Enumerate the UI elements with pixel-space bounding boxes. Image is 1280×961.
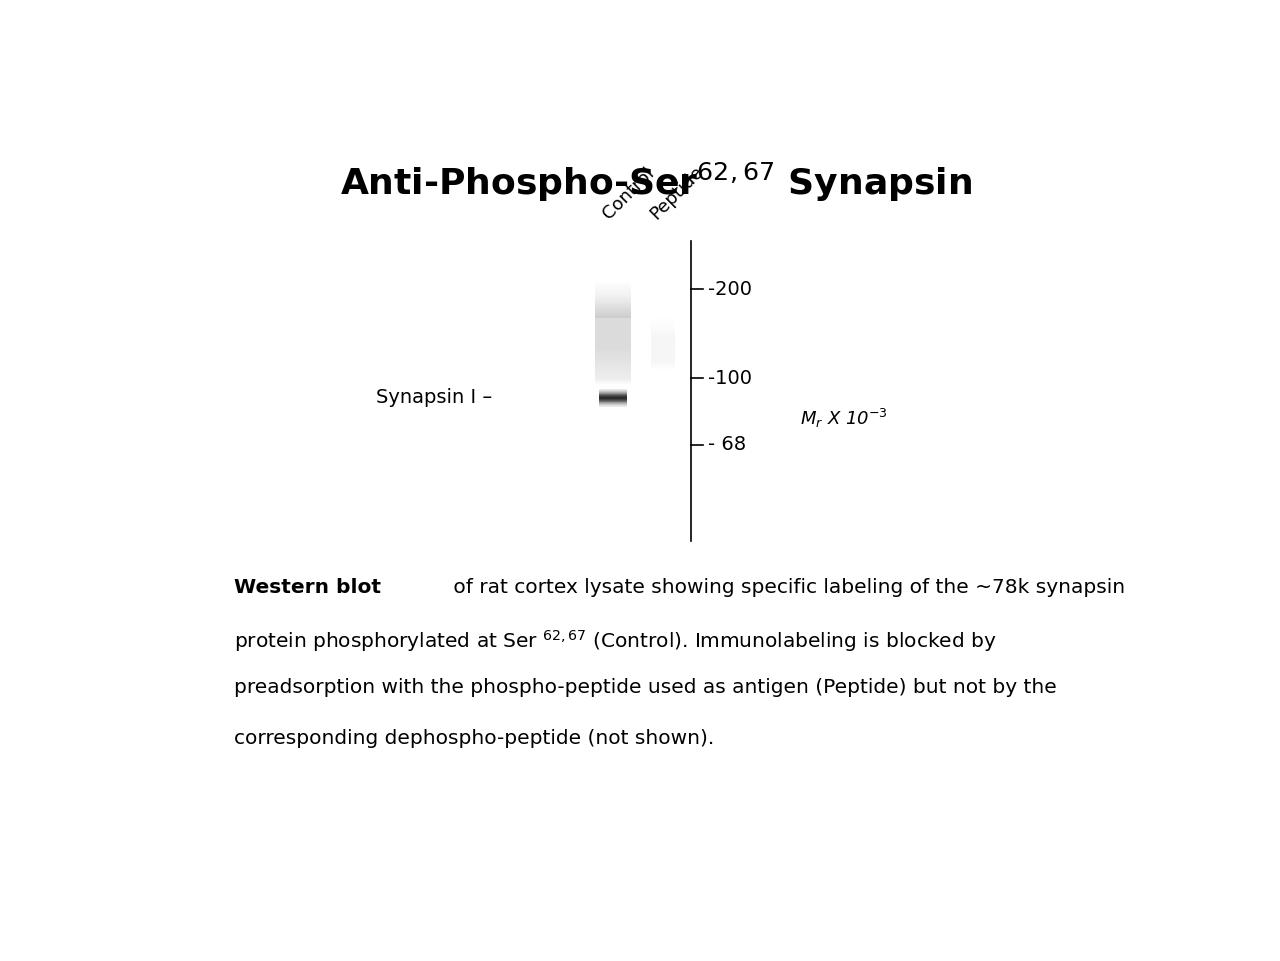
Bar [595,322,631,323]
Bar [595,318,631,320]
Bar [595,339,631,340]
Text: Anti-Phospho-Ser$^{62,67}$ Synapsin: Anti-Phospho-Ser$^{62,67}$ Synapsin [340,160,972,204]
Text: - 68: - 68 [708,435,746,455]
Bar [595,306,631,308]
Bar [595,351,631,353]
Bar [595,357,631,359]
Bar [595,368,631,370]
Bar [595,363,631,364]
Bar [595,379,631,381]
Bar [595,314,631,316]
Text: of rat cortex lysate showing specific labeling of the ∼78k synapsin: of rat cortex lysate showing specific la… [447,578,1125,597]
Bar [595,364,631,366]
Bar [595,348,631,349]
Bar [595,383,631,385]
Bar [595,381,631,382]
Bar [595,283,631,285]
Bar [595,355,631,357]
Bar [595,340,631,342]
Bar [595,333,631,335]
Text: protein phosphorylated at Ser $^{62,67}$ (Control). Immunolabeling is blocked by: protein phosphorylated at Ser $^{62,67}$… [234,628,997,654]
Text: Control: Control [599,163,658,223]
Bar [595,346,631,348]
Bar [595,288,631,290]
Bar [595,329,631,331]
Bar [595,282,631,283]
Bar [595,335,631,337]
Bar [595,308,631,309]
Bar [595,285,631,287]
Bar [595,342,631,344]
Bar [595,294,631,296]
Bar [595,323,631,325]
Bar [595,337,631,339]
Text: corresponding dephospho-peptide (not shown).: corresponding dephospho-peptide (not sho… [234,728,714,748]
Bar [595,373,631,375]
Text: Western blot: Western blot [234,578,381,597]
Bar [595,297,631,299]
Text: M$_r$ X 10$^{-3}$: M$_r$ X 10$^{-3}$ [800,407,887,431]
Bar [595,290,631,292]
Bar [595,313,631,314]
Bar [595,349,631,351]
Bar [595,375,631,377]
Bar [595,377,631,379]
Bar [595,325,631,327]
Text: Synapsin I –: Synapsin I – [376,388,493,407]
Bar [595,361,631,363]
Bar [595,370,631,372]
Bar [595,332,631,333]
Bar [595,382,631,383]
Bar [595,301,631,303]
Bar [595,331,631,332]
Bar [595,296,631,297]
Bar [595,311,631,313]
Bar [595,372,631,373]
Bar [595,359,631,361]
Bar [595,292,631,294]
Bar [595,344,631,346]
Text: Peptide: Peptide [646,162,707,223]
Bar [595,366,631,368]
Bar [595,316,631,318]
Bar [595,353,631,355]
Text: -100: -100 [708,368,751,387]
Bar [595,287,631,288]
Bar [595,299,631,301]
Bar [595,320,631,322]
Bar [595,303,631,305]
Bar [595,327,631,329]
Bar [595,309,631,311]
Bar [595,305,631,306]
Text: -200: -200 [708,280,751,299]
Text: preadsorption with the phospho-peptide used as antigen (Peptide) but not by the: preadsorption with the phospho-peptide u… [234,678,1057,698]
